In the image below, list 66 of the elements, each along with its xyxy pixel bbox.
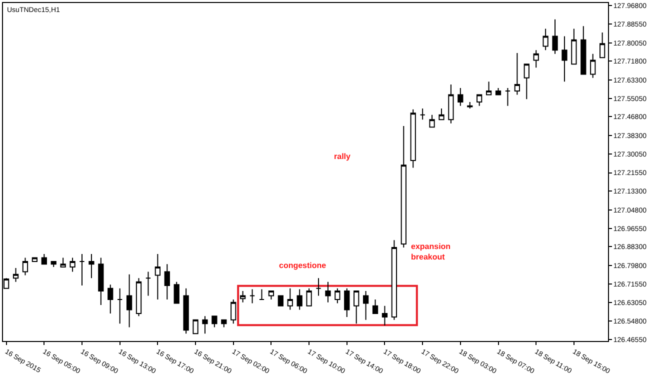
candlestick [562, 36, 568, 82]
candlestick [12, 267, 19, 282]
candlestick [344, 288, 350, 318]
candlestick [467, 102, 473, 109]
candlestick [221, 319, 227, 328]
candlestick [391, 240, 398, 320]
candlestick [60, 257, 66, 268]
candlestick [504, 88, 511, 106]
candlestick [400, 126, 406, 248]
candlestick [448, 84, 454, 124]
candlestick [258, 288, 265, 300]
candlestick [174, 281, 180, 304]
candlestick [486, 81, 492, 96]
candlestick [296, 288, 302, 310]
annotation: rally [334, 152, 352, 161]
candlestick [126, 274, 132, 328]
candlestick [362, 290, 369, 320]
candlestick [183, 288, 189, 334]
candlestick [79, 253, 85, 286]
candlestick [88, 253, 94, 279]
annotation: expansion breakout [411, 242, 451, 262]
candlestick [240, 290, 246, 303]
candlestick [354, 290, 360, 324]
candlestick [514, 52, 520, 96]
candlestick [145, 271, 152, 296]
candlestick [249, 288, 256, 304]
candlestick [524, 64, 530, 100]
candlestick [542, 28, 548, 51]
candlestick [164, 264, 170, 300]
candlestick [325, 281, 331, 303]
candlestick [590, 53, 596, 78]
candlestick [458, 88, 464, 106]
candlestick [495, 88, 502, 96]
candlestick [202, 316, 208, 334]
candlestick [41, 253, 47, 265]
candlestick [117, 288, 123, 324]
candlestick [476, 94, 482, 106]
candlestick [212, 316, 218, 328]
candlestick [108, 284, 114, 314]
candlestick [552, 18, 558, 54]
candlestick [230, 298, 236, 324]
candlestick [533, 50, 539, 68]
candlestick [429, 114, 435, 128]
candlestick [136, 278, 142, 317]
candlestick [50, 261, 56, 268]
candlestick [278, 295, 284, 306]
candlestick [410, 108, 416, 168]
candlestick [32, 257, 38, 262]
candlestick [268, 290, 274, 300]
candlestick [154, 253, 160, 300]
candlestick [438, 108, 444, 120]
candlestick [22, 257, 28, 276]
candlestick [316, 278, 322, 296]
candlestick [600, 32, 606, 58]
candlestick [334, 288, 340, 304]
candlestick [580, 26, 586, 75]
candlestick [98, 257, 104, 306]
candlestick [571, 28, 577, 65]
candlestick [306, 288, 312, 306]
candlestick [382, 305, 388, 326]
candlestick [287, 288, 293, 310]
candlestick [420, 108, 426, 120]
candlestick [70, 257, 76, 272]
annotation: congestione [279, 261, 327, 270]
candlestick [372, 298, 378, 314]
candlestick [192, 319, 198, 334]
